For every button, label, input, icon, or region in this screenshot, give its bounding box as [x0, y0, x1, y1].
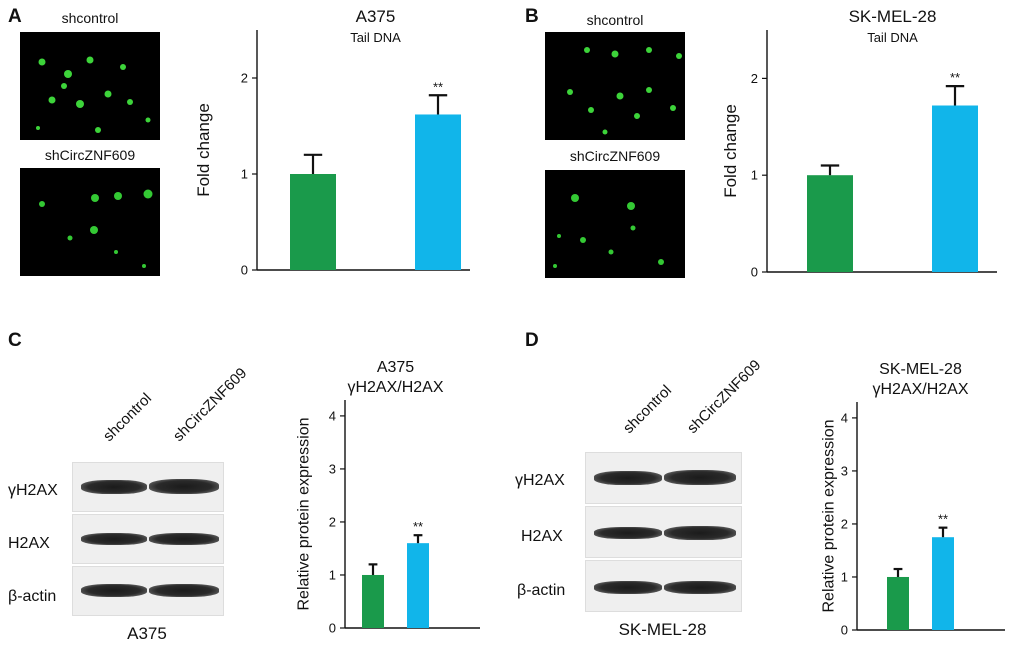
comet-cells-shcircznf609-b	[553, 194, 664, 268]
y-tick-label: 0	[329, 621, 336, 636]
panel-letter-c: C	[8, 330, 22, 351]
blot-band	[594, 527, 662, 539]
bar-chart-a: A375 Tail DNA Fold change 0 1 2 **	[194, 7, 470, 278]
bar-shcircznf609	[415, 114, 461, 270]
y-tick-label: 3	[841, 463, 848, 478]
blot-band	[149, 533, 219, 545]
chart-subtitle: γH2AX/H2AX	[872, 381, 968, 398]
y-tick-label: 2	[329, 514, 336, 529]
chart-title: A375	[356, 7, 396, 26]
chart-subtitle: Tail DNA	[350, 30, 401, 45]
panel-letter-b: B	[525, 6, 539, 27]
y-tick-label: 2	[241, 71, 248, 86]
blot-column-label-shcircznf609-c: shCircZNF609	[169, 364, 251, 445]
blot-band	[81, 480, 147, 494]
micro-label-shcontrol-b: shcontrol	[586, 12, 644, 28]
bar-shcontrol	[807, 175, 853, 272]
comet-image-shcircznf609-a	[20, 168, 160, 276]
y-tick-label: 3	[329, 461, 336, 476]
blot-band	[594, 581, 662, 594]
blot-band	[149, 479, 219, 494]
blot-strip-beta-actin-c	[72, 566, 224, 616]
blot-row-label-gamma-h2ax-c: γH2AX	[8, 482, 58, 499]
blot-row-label-beta-actin-c: β-actin	[8, 588, 57, 605]
bar-shcontrol	[362, 574, 384, 628]
y-tick-label: 2	[751, 71, 758, 86]
blot-row-label-h2ax-c: H2AX	[8, 535, 50, 552]
y-tick-label: 1	[841, 569, 848, 584]
blot-caption-c: A375	[127, 624, 167, 643]
chart-subtitle: γH2AX/H2AX	[347, 379, 443, 396]
blot-strip-gamma-h2ax-c	[72, 462, 224, 512]
comet-image-shcircznf609-b	[545, 170, 685, 278]
y-tick-label: 1	[329, 567, 336, 582]
y-tick-label: 4	[841, 410, 848, 425]
blot-band	[81, 584, 147, 597]
bar-shcircznf609	[932, 537, 954, 630]
y-axis-label: Fold change	[721, 104, 740, 198]
blot-band	[664, 526, 736, 540]
micro-label-shcircznf609-a: shCircZNF609	[44, 147, 136, 163]
blot-strip-h2ax-c	[72, 514, 224, 564]
blot-band	[81, 533, 147, 545]
y-tick-label: 1	[751, 168, 758, 183]
blot-column-label-shcontrol-d: shcontrol	[619, 381, 676, 437]
comet-image-shcontrol-a	[20, 32, 160, 140]
blot-band	[149, 584, 219, 597]
significance-label: **	[433, 79, 443, 94]
y-tick-label: 4	[329, 408, 336, 423]
y-tick-label: 0	[751, 265, 758, 280]
y-axis-label: Relative protein expression	[295, 418, 312, 611]
comet-cells-shcircznf609-a	[39, 189, 153, 268]
comet-cells-shcontrol-a	[36, 56, 151, 133]
comet-image-shcontrol-b	[545, 32, 685, 140]
blot-band	[664, 470, 736, 485]
comet-cells-shcontrol-b	[567, 47, 682, 135]
bar-shcontrol	[290, 174, 336, 270]
y-tick-label: 1	[241, 167, 248, 182]
blot-band	[664, 581, 736, 594]
chart-title: A375	[377, 359, 414, 376]
chart-title: SK-MEL-28	[879, 361, 962, 378]
bar-shcontrol	[887, 576, 909, 630]
bar-shcircznf609	[407, 543, 429, 628]
y-tick-label: 0	[841, 623, 848, 638]
bar-chart-d: SK-MEL-28 γH2AX/H2AX Relative protein expr…	[820, 361, 1005, 638]
blot-strip-gamma-h2ax-d	[585, 452, 742, 504]
panel-letter-a: A	[8, 6, 22, 27]
bar-chart-c: A375 γH2AX/H2AX Relative protein expressio…	[295, 359, 480, 636]
significance-label: **	[938, 512, 948, 527]
micro-label-shcontrol-a: shcontrol	[61, 10, 119, 26]
blot-column-label-shcircznf609-d: shCircZNF609	[683, 356, 765, 437]
blot-column-label-shcontrol-c: shcontrol	[99, 389, 156, 445]
blot-band	[594, 471, 662, 485]
y-axis-label: Relative protein expression	[820, 420, 837, 613]
chart-subtitle: Tail DNA	[867, 30, 918, 45]
y-tick-label: 2	[841, 516, 848, 531]
y-tick-label: 0	[241, 263, 248, 278]
panel-letter-d: D	[525, 330, 539, 351]
significance-label: **	[413, 519, 423, 534]
blot-row-label-gamma-h2ax-d: γH2AX	[515, 472, 565, 489]
chart-title: SK-MEL-28	[849, 7, 937, 26]
blot-strip-beta-actin-d	[585, 560, 742, 612]
bar-shcircznf609	[932, 105, 978, 272]
blot-strip-h2ax-d	[585, 506, 742, 558]
micro-label-shcircznf609-b: shCircZNF609	[569, 148, 661, 164]
y-axis-label: Fold change	[194, 103, 213, 197]
blot-row-label-h2ax-d: H2AX	[521, 528, 563, 545]
blot-row-label-beta-actin-d: β-actin	[517, 582, 566, 599]
bar-chart-b: SK-MEL-28 Tail DNA Fold change 0 1 2 **	[721, 7, 997, 280]
significance-label: **	[950, 70, 960, 85]
blot-caption-d: SK-MEL-28	[618, 620, 707, 639]
